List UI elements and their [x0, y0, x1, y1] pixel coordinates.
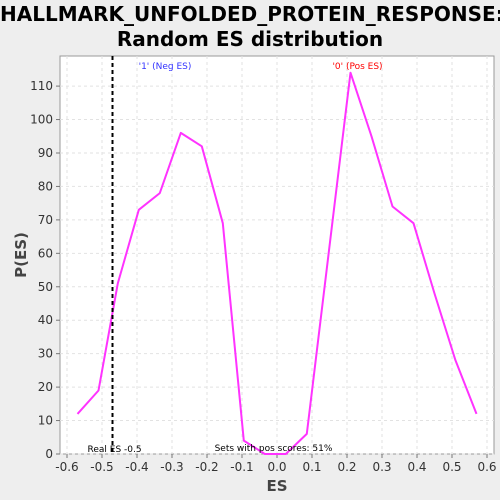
y-tick-label: 70: [38, 213, 53, 227]
axes: -0.6 -0.5 -0.4 -0.3 -0.2 -0.1 0.0 0.1 0.2 0.3 0.4 0…: [30, 79, 496, 474]
y-tick-label: 110: [30, 79, 53, 93]
x-tick-label: 0.2: [337, 460, 356, 474]
x-tick-label: -0.6: [55, 460, 78, 474]
x-tick-label: -0.3: [160, 460, 183, 474]
y-tick-label: 50: [38, 280, 53, 294]
gridlines: [60, 56, 494, 455]
x-tick-label: 0.1: [302, 460, 321, 474]
y-tick-label: 100: [30, 113, 53, 127]
y-axis-label: P(ES): [12, 232, 30, 278]
chart-title-line-2: Random ES distribution: [116, 27, 384, 51]
x-axis-label: ES: [266, 477, 287, 495]
x-tick-label: 0.4: [407, 460, 426, 474]
pos-es-label: '0' (Pos ES): [332, 62, 382, 72]
x-tick-label: 0.0: [267, 460, 286, 474]
y-tick-label: 80: [38, 179, 53, 193]
y-tick-label: 10: [38, 414, 53, 428]
es-distribution-line: [76, 71, 478, 455]
x-tick-label: -0.2: [195, 460, 218, 474]
x-tick-label: 0.5: [442, 460, 461, 474]
x-tick-label: -0.1: [230, 460, 253, 474]
x-tick-label: 0.6: [477, 460, 496, 474]
y-tick-label: 20: [38, 380, 53, 394]
y-tick-label: 0: [45, 447, 53, 461]
x-tick-label: -0.4: [125, 460, 148, 474]
pos-scores-label: Sets with pos scores: 51%: [215, 444, 333, 454]
x-tick-label: 0.3: [372, 460, 391, 474]
y-tick-label: 60: [38, 246, 53, 260]
real-es-label: Real ES -0.5: [88, 445, 142, 455]
y-tick-label: 30: [38, 347, 53, 361]
series-group: [76, 71, 478, 455]
neg-es-label: '1' (Neg ES): [139, 62, 192, 72]
y-tick-label: 40: [38, 313, 53, 327]
chart-title-line-1: HALLMARK_UNFOLDED_PROTEIN_RESPONSE:: [0, 2, 500, 26]
y-tick-label: 90: [38, 146, 53, 160]
x-tick-label: -0.5: [90, 460, 113, 474]
